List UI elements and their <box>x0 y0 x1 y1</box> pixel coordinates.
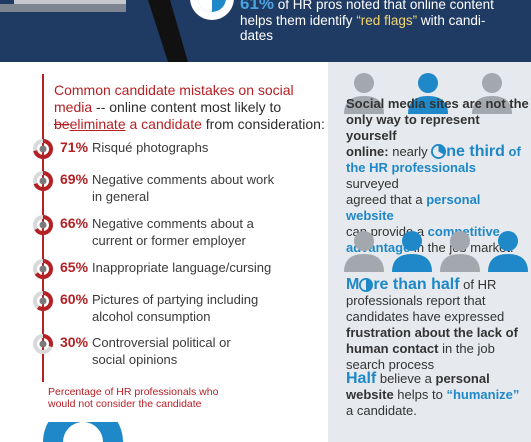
stat-percent: 60% <box>60 291 89 307</box>
right1-i: agreed that a <box>346 192 427 207</box>
stat-description-line2: social opinions <box>92 352 178 367</box>
person-icon <box>488 231 528 272</box>
right1-h: surveyed <box>346 176 399 191</box>
people-row-bottom <box>342 228 528 276</box>
stat-description: Negative comments about work in general <box>92 171 324 205</box>
percentage-ring-icon <box>33 334 53 354</box>
stat-percent: 66% <box>60 215 89 231</box>
right2-d: professionals report that <box>346 293 486 308</box>
right1-l: competitive <box>427 224 500 239</box>
people-row-top <box>342 70 526 118</box>
intro-line1: Common candidate mistakes on social <box>54 82 294 98</box>
right1-j: personal website <box>346 192 481 223</box>
stat-description-line2: current or former employer <box>92 233 246 248</box>
right-panel <box>328 62 531 442</box>
screen-frame-bottom <box>0 4 126 12</box>
intro-candidate: a candidate <box>125 116 202 132</box>
right2-h: in the job <box>438 341 495 356</box>
stat-row: 69% Negative comments about work in genera… <box>32 170 324 210</box>
pie-third-icon <box>431 144 447 159</box>
person-icon <box>392 231 432 272</box>
red-flags-highlight: “red flags” <box>356 12 418 28</box>
right2-i: search process <box>346 357 435 372</box>
stat-description-line1: Risqué photographs <box>92 140 209 155</box>
stat-description-line1: Controversial political or <box>92 335 231 350</box>
person-icon <box>440 231 480 272</box>
right1-g: the HR professionals <box>346 160 477 175</box>
stat-description: Risqué photographs <box>92 139 324 156</box>
stat-percent: 69% <box>60 171 89 187</box>
footnote-line1: Percentage of HR professionals who <box>48 386 219 398</box>
stat-description-line2: in general <box>92 189 150 204</box>
intro-line3: from consideration: <box>201 116 325 132</box>
percentage-ring-icon <box>33 215 53 235</box>
right2-a: M <box>346 276 360 293</box>
right2-f: frustration about the lack of <box>346 325 518 340</box>
right1-a: Social media sites are not the <box>346 96 529 111</box>
intro-media: media <box>54 99 93 115</box>
banner-line2-a: helps them identify <box>240 12 357 28</box>
percentage-ring-icon <box>33 139 53 159</box>
banner-line2-b: with candi- <box>417 12 486 28</box>
person-icon <box>344 231 384 272</box>
intro-line2: -- online content most likely to <box>92 99 282 115</box>
humanize-stat: Half believe a personal website helps to… <box>346 371 530 419</box>
stat-row: 66% Negative comments about a current or f… <box>32 214 324 254</box>
right2-e: candidates have expressed <box>346 309 505 324</box>
stat-percent: 30% <box>60 334 89 350</box>
person-icon <box>472 73 512 114</box>
screen-frame-top <box>14 0 126 4</box>
right1-d: nearly <box>388 144 432 159</box>
stat-description-line1: Pictures of partying including <box>92 292 259 307</box>
percentage-ring-icon <box>33 291 53 311</box>
stat-row: 30% Controversial political or social opin… <box>32 333 324 373</box>
right2-c: of HR <box>459 277 497 292</box>
right3-c: personal <box>435 371 490 386</box>
right3-b: believe a <box>376 371 436 386</box>
stat-description: Pictures of partying including alcohol co… <box>92 291 324 325</box>
right3-e: helps to <box>393 387 447 402</box>
stat-row: 60% Pictures of partying including alcohol… <box>32 290 324 330</box>
right1-f: of <box>504 144 521 159</box>
right3-a: Half <box>346 370 377 387</box>
banner-line3: dates <box>240 28 274 43</box>
stat-row: 65% Inappropriate language/cursing <box>32 258 324 298</box>
right2-b: re than half <box>373 276 460 293</box>
stat-description-line2: alcohol consumption <box>92 309 211 324</box>
bottom-chart-icon <box>43 422 123 442</box>
right3-d: website <box>346 387 394 402</box>
banner-text: 61% of HR pros noted that online content… <box>240 0 530 44</box>
right3-g: a candidate. <box>346 403 417 418</box>
intro-eliminate: eliminate <box>69 116 126 132</box>
stat-description-line1: Inappropriate language/cursing <box>92 260 272 275</box>
right3-f: “humanize” <box>446 387 520 402</box>
top-banner: 61% of HR pros noted that online content… <box>0 0 531 62</box>
pie-half-icon <box>359 278 374 292</box>
banner-percent: 61% <box>240 0 275 13</box>
person-icon <box>344 73 384 114</box>
stat-description: Controversial political or social opinion… <box>92 334 324 368</box>
footnote: Percentage of HR professionals who would… <box>48 386 288 410</box>
intro-strike: be <box>54 116 70 132</box>
magnifier-icon <box>148 0 234 62</box>
stat-description: Inappropriate language/cursing <box>92 259 324 276</box>
percentage-ring-icon <box>33 259 53 279</box>
stat-description-line1: Negative comments about work <box>92 172 275 187</box>
right1-b: only way to represent yourself <box>346 112 480 143</box>
footnote-line2: would not consider the candidate <box>48 398 202 410</box>
right1-c: online: <box>346 144 389 159</box>
stat-description-line1: Negative comments about a <box>92 216 254 231</box>
right1-e: ne third <box>446 143 505 160</box>
right2-g: human contact <box>346 341 439 356</box>
stat-percent: 71% <box>60 139 89 155</box>
banner-line1: of HR pros noted that online content <box>274 0 494 12</box>
stat-percent: 65% <box>60 259 89 275</box>
intro-text: Common candidate mistakes on social medi… <box>54 82 326 133</box>
percentage-ring-icon <box>33 171 53 191</box>
stat-row: 71% Risqué photographs <box>32 138 324 178</box>
person-icon <box>408 73 448 114</box>
stat-description: Negative comments about a current or form… <box>92 215 324 249</box>
